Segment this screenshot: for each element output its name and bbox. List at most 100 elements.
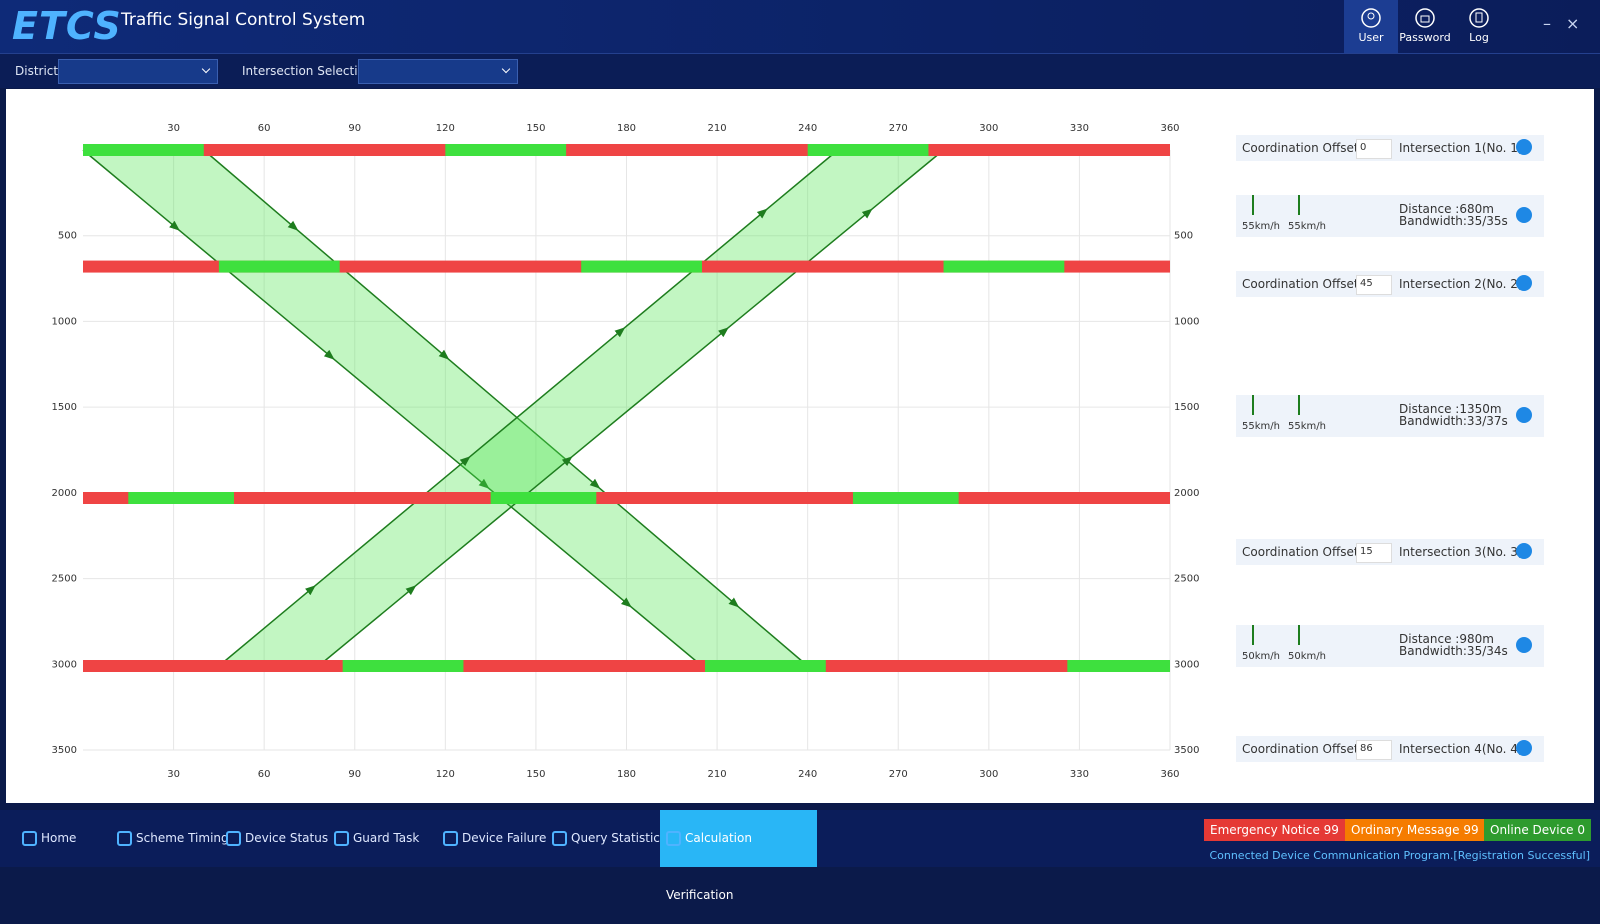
status-text: Connected Device Communication Program.[… [1209,849,1590,862]
direction-arrow [1252,395,1254,415]
page: ETCS Traffic Signal Control System User … [0,0,1600,867]
nav-label: Home [41,831,77,845]
nav-item[interactable]: Guard Task [334,810,419,867]
direction-arrow [1252,625,1254,645]
offset-value: 45 [1360,278,1373,289]
offset-spinner[interactable]: 86 [1356,740,1392,760]
nav-item[interactable]: Home [22,810,76,867]
icon [334,831,349,846]
green-phase [807,144,929,156]
green-phase [1067,660,1170,672]
green-band [218,150,944,666]
distance: Distance :1350m [1399,402,1502,416]
green-phase [445,144,567,156]
x-tick-label: 180 [617,769,636,780]
offset-label: Coordination Offset: [1242,742,1363,756]
logo: ETCS [12,4,122,48]
y-tick-label: 1000 [52,316,77,327]
settings-button[interactable] [1516,740,1532,756]
x-tick-label: 150 [526,123,545,134]
settings-button[interactable] [1516,543,1532,559]
link-row: 55km/h 55km/h Distance :680m Bandwidth:35/3… [1236,195,1544,237]
x-tick-label: 180 [617,123,636,134]
bandwidth: Bandwidth:35/34s [1399,644,1508,658]
close[interactable]: × [1566,14,1580,33]
icon [1415,8,1435,28]
district-select[interactable] [58,59,218,84]
settings-button[interactable] [1516,407,1532,423]
direction-arrow [1298,395,1300,415]
bandwidth: Bandwidth:33/37s [1399,414,1508,428]
intersection-name: Intersection 4(No. 4) [1399,742,1523,756]
button-label: Password [1399,31,1451,44]
x-tick-label: 210 [708,123,727,134]
content: 30 30 60 60 90 90 120 120 150 150 180 180 210 210 240 2… [6,89,1594,803]
intersection-row: Coordination Offset: 45 Intersection 2(No.… [1236,271,1544,297]
icon [117,831,132,846]
nav-item[interactable]: Device Status [226,810,328,867]
password-button[interactable]: Password [1398,0,1452,53]
offset-spinner[interactable]: 15 [1356,543,1392,563]
y-tick-label: 2500 [1174,574,1199,585]
intersection-row: Coordination Offset: 0 Intersection 1(No. … [1236,135,1544,161]
intersection-name: Intersection 2(No. 2) [1399,277,1523,291]
speed: 50km/h [1288,651,1326,662]
y-tick-label: 1000 [1174,316,1199,327]
x-tick-label: 30 [167,769,180,780]
direction-arrow [1298,195,1300,215]
icon [22,831,37,846]
x-tick-label: 150 [526,769,545,780]
green-phase [218,260,340,273]
x-tick-label: 240 [798,123,817,134]
intersection-select[interactable] [358,59,518,84]
settings-button[interactable] [1516,637,1532,653]
green-phase [943,260,1065,273]
settings-button[interactable] [1516,207,1532,223]
x-tick-label: 360 [1160,769,1179,780]
y-tick-label: 3000 [1174,659,1199,670]
y-tick-label: 2000 [1174,488,1199,499]
nav-label: Device Failure [462,831,547,845]
nav-item[interactable]: Scheme Timing [117,810,229,867]
y-tick-label: 500 [1174,231,1193,242]
offset-spinner[interactable]: 45 [1356,275,1392,295]
nav-label: Scheme Timing [136,831,229,845]
nav-item[interactable]: Device Failure [443,810,546,867]
y-tick-label: 500 [58,231,77,242]
offset-spinner[interactable]: 0 [1356,139,1392,159]
nav-label: Device Status [245,831,329,845]
band-edge [318,149,945,667]
green-phase [342,660,464,672]
log-button[interactable]: Log [1452,0,1506,53]
link-row: 55km/h 55km/h Distance :1350m Bandwidth:33/… [1236,395,1544,437]
green-phase [705,660,826,672]
filter-bar: District Intersection Selection [0,54,1600,88]
x-tick-label: 300 [979,769,998,780]
settings-button[interactable] [1516,275,1532,291]
green-phase [128,492,234,504]
icon [443,831,458,846]
settings-button[interactable] [1516,139,1532,155]
offset-value: 0 [1360,142,1367,153]
x-tick-label: 60 [258,123,271,134]
user-button[interactable]: User [1344,0,1398,53]
x-tick-label: 330 [1070,769,1089,780]
notice-badge[interactable]: Emergency Notice 99 [1204,819,1345,841]
link-row: 50km/h 50km/h Distance :980m Bandwidth:35/3… [1236,625,1544,667]
offset-label: Coordination Offset: [1242,277,1363,291]
x-tick-label: 90 [348,123,361,134]
x-tick-label: 120 [436,769,455,780]
icon [1469,8,1489,28]
header: ETCS Traffic Signal Control System User … [0,0,1600,54]
y-tick-label: 3000 [52,659,77,670]
notice-badge[interactable]: Ordinary Message 99 [1345,819,1485,841]
time-space-diagram: 30 30 60 60 90 90 120 120 150 150 180 180 210 210 240 2… [52,123,1200,780]
offset-value: 15 [1360,546,1373,557]
x-tick-label: 270 [889,123,908,134]
speed: 50km/h [1242,651,1280,662]
nav-item[interactable]: Calculation Verification [660,810,817,902]
notice-badge[interactable]: Online Device 0 [1484,819,1592,841]
nav-item[interactable]: Query Statistics [552,810,666,867]
minimize[interactable]: – [1543,14,1551,33]
button-label: Log [1469,31,1489,44]
